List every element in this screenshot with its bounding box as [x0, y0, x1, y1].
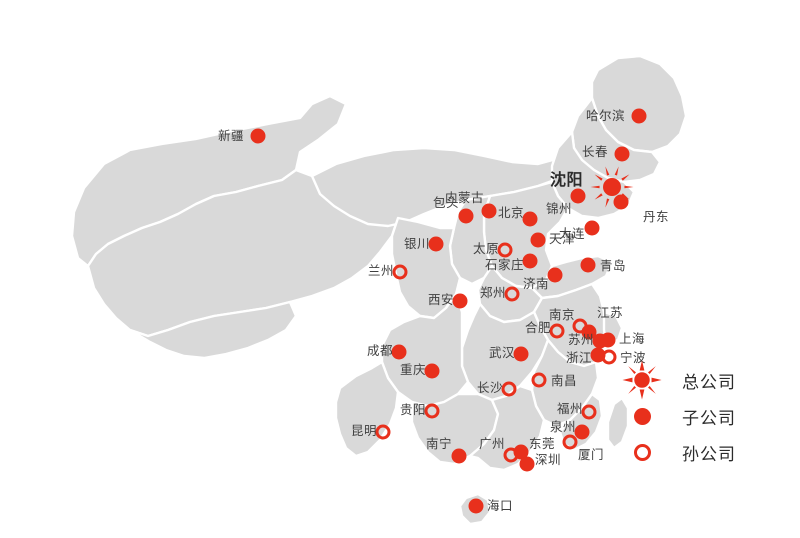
city-label-太原: 太原: [472, 240, 499, 256]
hollow-ring-marker-南昌[interactable]: [531, 372, 547, 388]
city-label-苏州: 苏州: [567, 331, 594, 347]
filled-dot-marker-大连[interactable]: [584, 220, 600, 236]
filled-dot-marker-青岛[interactable]: [580, 257, 596, 273]
filled-dot-marker-icon: [620, 398, 664, 434]
city-label-郑州: 郑州: [479, 284, 506, 300]
legend-item-subsidiary: 子公司: [620, 398, 790, 434]
hollow-ring-marker-长沙[interactable]: [501, 381, 517, 397]
city-label-南昌: 南昌: [551, 372, 578, 388]
city-label-贵阳: 贵阳: [399, 401, 426, 417]
city-label-银川: 银川: [403, 235, 430, 251]
hollow-ring-marker-太原[interactable]: [497, 242, 513, 258]
filled-dot-marker-泉州[interactable]: [574, 424, 590, 440]
city-label-昆明: 昆明: [350, 422, 377, 438]
filled-dot-marker-长春[interactable]: [614, 146, 630, 162]
legend-label-subsidiary: 子公司: [682, 408, 736, 429]
city-label-包头: 包头: [432, 194, 459, 210]
legend-item-sub-subsidiary: 孙公司: [620, 434, 790, 470]
city-label-东莞: 东莞: [529, 435, 556, 451]
hollow-ring-marker-合肥[interactable]: [549, 323, 565, 339]
filled-dot-marker-江苏[interactable]: [581, 324, 597, 340]
city-label-江苏: 江苏: [597, 304, 624, 320]
legend: 总公司 子公司 孙公司: [620, 360, 790, 470]
city-label-兰州: 兰州: [367, 262, 394, 278]
filled-dot-marker-石家庄[interactable]: [522, 253, 538, 269]
legend-label-headquarters: 总公司: [682, 372, 736, 393]
filled-dot-marker-上海[interactable]: [600, 332, 616, 348]
city-label-上海: 上海: [619, 330, 646, 346]
hollow-ring-marker-厦门[interactable]: [562, 434, 578, 450]
city-label-南京: 南京: [548, 306, 575, 322]
city-label-广州: 广州: [478, 435, 505, 451]
sun-marker-icon: [620, 360, 664, 400]
filled-dot-marker-成都[interactable]: [391, 344, 407, 360]
city-label-新疆: 新疆: [217, 127, 244, 143]
filled-dot-marker-重庆[interactable]: [424, 363, 440, 379]
city-label-泉州: 泉州: [549, 418, 576, 434]
filled-dot-marker-丹东[interactable]: [613, 194, 629, 210]
filled-dot-marker-东莞[interactable]: [513, 444, 529, 460]
hollow-ring-marker-郑州[interactable]: [504, 286, 520, 302]
hollow-ring-marker-宁波[interactable]: [601, 349, 617, 365]
filled-dot-marker-南宁[interactable]: [451, 448, 467, 464]
city-label-厦门: 厦门: [578, 446, 605, 462]
filled-dot-marker-北京[interactable]: [522, 211, 538, 227]
city-label-济南: 济南: [522, 275, 549, 291]
city-label-成都: 成都: [366, 342, 393, 358]
filled-dot-marker-武汉[interactable]: [513, 346, 529, 362]
city-label-长沙: 长沙: [476, 379, 503, 395]
city-label-长春: 长春: [581, 143, 608, 159]
city-label-宁波: 宁波: [620, 349, 647, 365]
city-label-哈尔滨: 哈尔滨: [585, 107, 625, 123]
filled-dot-marker-包头[interactable]: [458, 208, 474, 224]
filled-dot-marker-新疆[interactable]: [250, 128, 266, 144]
city-label-沈阳: 沈阳: [549, 170, 583, 189]
filled-dot-marker-内蒙古[interactable]: [481, 203, 497, 219]
filled-dot-marker-锦州[interactable]: [570, 188, 586, 204]
city-label-重庆: 重庆: [399, 361, 426, 377]
hollow-ring-marker-福州[interactable]: [581, 404, 597, 420]
city-label-浙江: 浙江: [565, 349, 592, 365]
filled-dot-marker-银川[interactable]: [428, 236, 444, 252]
city-label-深圳: 深圳: [535, 451, 562, 467]
filled-dot-marker-济南[interactable]: [547, 267, 563, 283]
city-label-北京: 北京: [497, 204, 524, 220]
city-label-武汉: 武汉: [488, 344, 515, 360]
city-label-天津: 天津: [548, 230, 575, 246]
filled-dot-marker-哈尔滨[interactable]: [631, 108, 647, 124]
filled-dot-marker-海口[interactable]: [468, 498, 484, 514]
city-label-福州: 福州: [556, 400, 583, 416]
hollow-ring-marker-兰州[interactable]: [392, 264, 408, 280]
city-label-合肥: 合肥: [524, 319, 551, 335]
city-label-大连: 大连: [558, 225, 585, 241]
city-label-内蒙古: 内蒙古: [444, 189, 484, 205]
city-label-南宁: 南宁: [425, 435, 452, 451]
filled-dot-marker-西安[interactable]: [452, 293, 468, 309]
hollow-ring-marker-贵阳[interactable]: [424, 403, 440, 419]
city-label-锦州: 锦州: [545, 200, 572, 216]
legend-label-sub-subsidiary: 孙公司: [682, 444, 736, 465]
hollow-ring-marker-昆明[interactable]: [375, 424, 391, 440]
city-label-石家庄: 石家庄: [484, 256, 524, 272]
city-label-青岛: 青岛: [600, 257, 627, 273]
filled-dot-marker-深圳[interactable]: [519, 456, 535, 472]
filled-dot-marker-天津[interactable]: [530, 232, 546, 248]
hollow-ring-marker-icon: [620, 434, 664, 470]
city-label-西安: 西安: [427, 291, 454, 307]
city-label-海口: 海口: [487, 497, 514, 513]
city-label-丹东: 丹东: [643, 208, 670, 224]
legend-item-headquarters: 总公司: [620, 360, 790, 400]
